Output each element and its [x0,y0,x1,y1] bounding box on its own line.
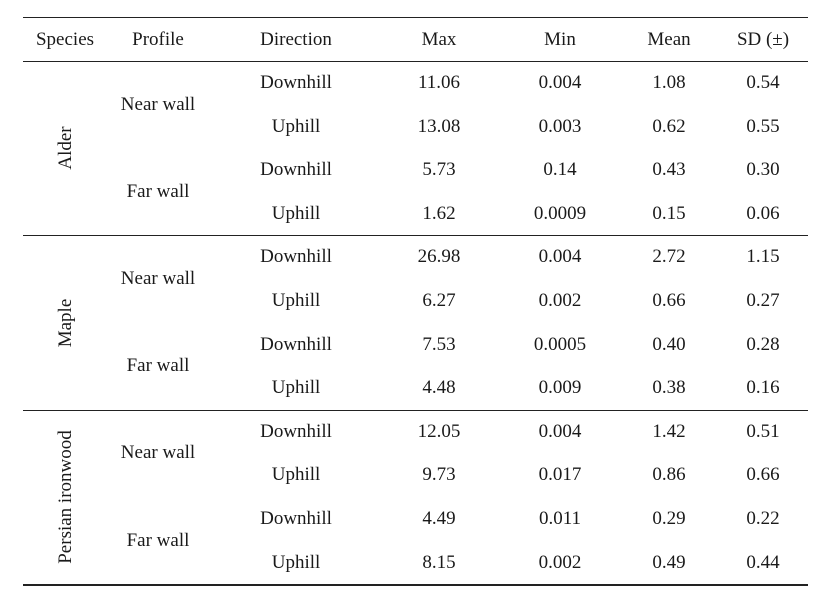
table-cell-mean: 0.43 [652,159,686,181]
profile-label: Far wall [126,529,190,551]
table-cell-min: 0.14 [543,159,577,181]
table-cell-min: 0.002 [538,551,582,573]
table-cell-sd: 0.44 [746,551,780,573]
table-cell-sd: 0.66 [746,464,780,486]
table-cell-min: 0.0009 [533,202,587,224]
table-cell-direction: Downhill [260,420,332,442]
header-direction: Direction [260,29,332,50]
table-cell-sd: 0.06 [746,202,780,224]
table-cell-max: 13.08 [417,115,461,137]
profile-label: Far wall [126,355,190,377]
table-cell-direction: Uphill [271,115,321,137]
table-cell-mean: 0.66 [652,290,686,311]
group-separator-rule [23,235,808,237]
table-cell-mean: 1.08 [652,72,686,93]
table-cell-min: 0.017 [538,464,582,486]
table-cell-sd: 0.28 [746,333,780,355]
table-cell-direction: Downhill [260,333,332,355]
profile-label: Far wall [126,180,190,202]
table-cell-direction: Uphill [271,551,321,573]
table-bottom-rule [23,584,808,586]
header-profile: Profile [132,29,184,50]
table-cell-direction: Downhill [260,246,332,268]
table-cell-max: 6.27 [422,290,456,311]
profile-label: Near wall [120,442,196,464]
table-cell-max: 1.62 [422,202,456,224]
table-cell-sd: 0.55 [746,115,780,137]
table-cell-direction: Uphill [271,464,321,486]
species-label: Maple [55,298,76,347]
table-cell-mean: 0.86 [652,464,686,486]
table-cell-sd: 0.54 [746,72,780,93]
table-cell-min: 0.009 [538,377,582,399]
table-cell-mean: 0.49 [652,551,686,573]
table-cell-max: 7.53 [422,333,456,355]
table-cell-direction: Uphill [271,377,321,399]
table-cell-sd: 0.51 [746,420,780,442]
table-cell-sd: 0.27 [746,290,780,311]
table-cell-mean: 0.38 [652,377,686,399]
table-cell-max: 11.06 [417,72,461,93]
table-cell-min: 0.0005 [533,333,587,355]
table-cell-max: 8.15 [422,551,456,573]
table-cell-max: 5.73 [422,159,456,181]
table-cell-sd: 1.15 [746,246,780,268]
table-cell-max: 4.49 [422,508,456,529]
species-label: Alder [55,126,76,170]
header-species: Species [35,29,95,50]
profile-label: Near wall [120,93,196,115]
species-label: Persian ironwood [55,430,76,564]
table-cell-direction: Downhill [260,508,332,529]
header-bottom-rule [23,61,808,62]
data-table: Species Profile Direction Max Min Mean S… [23,17,808,586]
header-min: Min [544,29,576,50]
table-cell-mean: 2.72 [652,246,686,268]
table-cell-direction: Downhill [260,159,332,181]
table-cell-sd: 0.30 [746,159,780,181]
table-cell-sd: 0.22 [746,508,780,529]
table-cell-min: 0.002 [538,290,582,311]
group-separator-rule [23,409,808,411]
table-cell-min: 0.011 [538,508,582,529]
table-cell-max: 26.98 [417,246,461,268]
profile-label: Near wall [120,268,196,289]
table-cell-min: 0.004 [538,246,582,268]
table-cell-mean: 0.15 [652,202,686,224]
table-cell-min: 0.004 [538,72,582,93]
table-cell-sd: 0.16 [746,377,780,399]
table-cell-mean: 1.42 [652,420,686,442]
header-sd: SD (±) [736,29,790,50]
table-cell-max: 9.73 [422,464,456,486]
table-top-rule [23,17,808,19]
table-cell-mean: 0.62 [652,115,686,137]
table-cell-min: 0.004 [538,420,582,442]
header-max: Max [421,29,457,50]
table-cell-direction: Downhill [260,72,332,93]
table-cell-min: 0.003 [538,115,582,137]
table-cell-direction: Uphill [271,202,321,224]
table-cell-max: 4.48 [422,377,456,399]
table-cell-direction: Uphill [271,290,321,311]
table-cell-max: 12.05 [417,420,461,442]
table-cell-mean: 0.29 [652,508,686,529]
table-cell-mean: 0.40 [652,333,686,355]
header-mean: Mean [647,29,691,50]
